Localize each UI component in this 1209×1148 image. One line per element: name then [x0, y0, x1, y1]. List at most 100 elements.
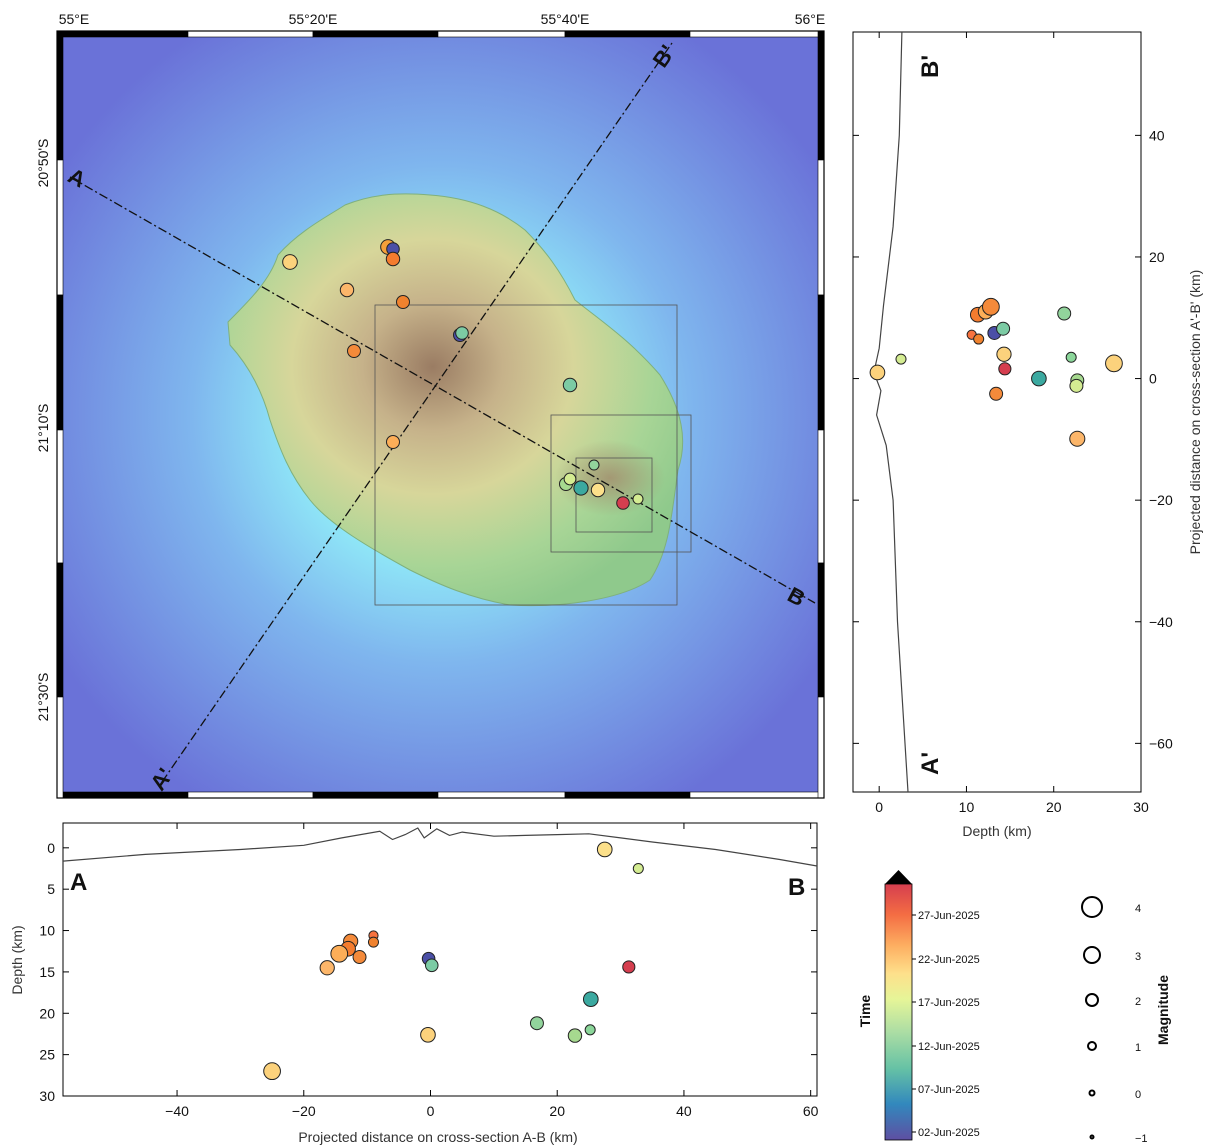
colorbar-gradient: [884, 883, 913, 1141]
frame-segment-bottom: [187, 791, 314, 799]
frame-segment-bottom: [689, 791, 825, 799]
ab-y-tick-label: 15: [39, 964, 55, 980]
apbp-hypocenter-point: [996, 321, 1011, 336]
apbp-hypocenter-point: [996, 346, 1012, 362]
colorbar-tick-label: 27-Jun-2025: [918, 910, 980, 922]
ab-hypocenter-point: [596, 841, 613, 858]
magnitude-legend-circle: [1081, 896, 1103, 918]
profile-line-a-b: [69, 176, 816, 604]
map-panel: A B A' B' 55°E 55°20'E 55°40'E 56°E 20°5…: [35, 11, 825, 799]
map-border: [56, 30, 825, 799]
magnitude-legend-label: 2: [1135, 996, 1141, 1008]
frame-segment-top: [187, 30, 314, 38]
apbp-x-tick-label: 20: [1046, 799, 1062, 815]
ab-hypocenter-point: [263, 1062, 281, 1081]
epicenter-point: [632, 493, 644, 505]
apbp-x-tick-label: 10: [959, 799, 975, 815]
colorbar-tick-label: 07-Jun-2025: [918, 1084, 980, 1096]
apbp-y-tick-label: −20: [1149, 492, 1173, 508]
magnitude-legend-circle: [1087, 1041, 1097, 1051]
epicenter-point: [616, 496, 630, 510]
magnitude-title: Magnitude: [1155, 975, 1171, 1045]
epicenter-point: [339, 282, 355, 298]
apbp-hypocenter-point: [895, 353, 907, 365]
map-frame: [56, 30, 825, 799]
epicenter-point: [588, 459, 600, 471]
magnitude-legend-circle: [1085, 993, 1099, 1007]
apbp-y-axis-label: Projected distance on cross-section A'-B…: [1187, 270, 1203, 555]
ab-x-tick-label: −20: [292, 1103, 316, 1119]
inset-box-medium: [550, 414, 692, 553]
profile-line-a-prime-b-prime: [161, 42, 673, 783]
epicenter-point: [385, 251, 401, 267]
cross-section-ab-panel: −40 −20 0 20 40 60 0 5 10 15 20 25 30 A B Projected …: [9, 822, 819, 1145]
colorbar-tick-label: 12-Jun-2025: [918, 1041, 980, 1053]
frame-segment-top: [689, 30, 825, 38]
colorbar-tick-label: 17-Jun-2025: [918, 997, 980, 1009]
apbp-x-tick-label: 0: [875, 799, 883, 815]
magnitude-legend-label: −1: [1135, 1133, 1148, 1145]
ab-hypocenter-point: [584, 1024, 596, 1036]
apbp-hypocenters: [869, 297, 1123, 447]
apbp-hypocenter-point: [1105, 354, 1123, 373]
frame-segment-top: [56, 30, 189, 38]
cross-section-apbp-panel: 0 10 20 30 −60 −40 −20 0 20 40 B' A' Depth (km) P…: [852, 31, 1203, 839]
lon-label-55-40e: 55°40'E: [541, 11, 590, 27]
epicenter-point: [282, 254, 298, 270]
colorbar-tick-label: 02-Jun-2025: [918, 1127, 980, 1139]
apbp-end-label-bottom: A': [917, 752, 944, 775]
apbp-y-tick-label: 20: [1149, 249, 1165, 265]
lon-label-55e: 55°E: [59, 11, 90, 27]
apbp-hypocenter-point: [1065, 351, 1077, 363]
apbp-y-tick-label: 40: [1149, 127, 1165, 143]
ab-hypocenter-point: [632, 862, 644, 875]
apbp-hypocenter-point: [989, 386, 1004, 401]
apbp-hypocenter-point: [1069, 378, 1084, 393]
apbp-hypocenter-point: [1057, 306, 1072, 321]
ab-hypocenters: [263, 841, 644, 1081]
ab-end-label-left: A: [70, 869, 87, 896]
epicenter-point: [455, 326, 469, 340]
frame-segment-bottom: [56, 791, 189, 799]
ab-hypocenter-point: [352, 950, 367, 965]
magnitude-legend-label: 1: [1135, 1042, 1141, 1054]
apbp-end-label-top: B': [917, 55, 944, 78]
apbp-axis-ticks: 0 10 20 30 −60 −40 −20 0 20 40: [853, 32, 1173, 815]
ab-plot-frame: [62, 822, 818, 1097]
map-epicenters: [282, 239, 644, 510]
ab-x-tick-label: 20: [549, 1103, 565, 1119]
frame-segment-right: [817, 429, 825, 564]
lon-label-55-20e: 55°20'E: [289, 11, 338, 27]
colorbar-tick-label: 22-Jun-2025: [918, 954, 980, 966]
ab-y-tick-label: 25: [39, 1047, 55, 1063]
magnitude-legend: 4 3 2 1 0 −1: [1081, 896, 1148, 1145]
frame-segment-bottom: [564, 791, 691, 799]
apbp-hypocenter-point: [998, 362, 1012, 376]
epicenter-point: [386, 435, 400, 449]
ab-axis-ticks: −40 −20 0 20 40 60 0 5 10 15 20 25 30: [39, 823, 819, 1119]
epicenter-point: [562, 377, 578, 393]
magnitude-legend-circle: [1088, 1089, 1096, 1097]
ab-hypocenter-point: [319, 960, 335, 976]
ab-hypocenter-point: [529, 1016, 544, 1031]
ab-hypocenter-point: [330, 944, 349, 963]
time-colorbar: 27-Jun-2025 22-Jun-2025 17-Jun-2025 12-Jun-…: [857, 870, 980, 1141]
ab-hypocenter-point: [424, 958, 439, 973]
frame-segment-right: [817, 159, 825, 296]
ab-x-tick-label: −40: [165, 1103, 189, 1119]
frame-segment-left: [56, 294, 64, 431]
magnitude-legend-label: 4: [1135, 903, 1141, 915]
apbp-hypocenter-point: [869, 364, 886, 381]
ab-y-axis-label: Depth (km): [9, 925, 25, 994]
epicenter-point: [347, 344, 361, 358]
colorbar-overflow-arrow: [885, 870, 912, 884]
magnitude-legend-circle: [1083, 946, 1101, 964]
apbp-hypocenter-point: [1069, 430, 1086, 447]
ab-hypocenter-point: [420, 1026, 436, 1043]
epicenter-point: [590, 482, 606, 498]
apbp-y-tick-label: −40: [1149, 614, 1173, 630]
ab-x-axis-label: Projected distance on cross-section A-B …: [298, 1129, 577, 1145]
ab-x-tick-label: 0: [427, 1103, 435, 1119]
frame-segment-left: [56, 429, 64, 564]
